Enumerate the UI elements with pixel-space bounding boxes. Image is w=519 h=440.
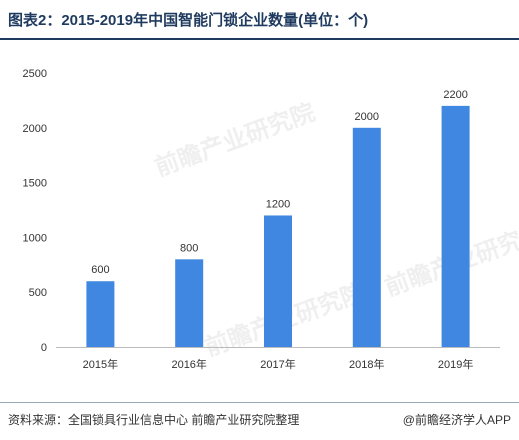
title-divider — [0, 38, 519, 40]
bar-4 — [352, 127, 381, 347]
y-tick-label: 0 — [41, 342, 47, 354]
brand-credit: @前瞻经济学人APP — [402, 413, 511, 427]
y-tick-label: 1000 — [23, 232, 47, 244]
data-label: 2000 — [355, 111, 379, 123]
bar-5 — [441, 105, 470, 347]
y-tick-label: 1500 — [23, 178, 47, 190]
y-tick-label: 500 — [29, 287, 47, 299]
data-label: 600 — [91, 264, 109, 276]
y-tick-label: 2000 — [23, 123, 47, 135]
source-note: 资料来源：全国锁具行业信息中心 前瞻产业研究院整理 — [8, 413, 300, 427]
x-tick-label: 2016年 — [171, 357, 206, 371]
chart-title: 图表2：2015-2019年中国智能门锁企业数量(单位：个) — [8, 12, 369, 29]
bar-1 — [86, 281, 115, 347]
data-label: 1200 — [266, 198, 290, 210]
y-tick-label: 2500 — [23, 68, 47, 80]
x-tick-label: 2018年 — [349, 357, 384, 371]
x-tick-label: 2015年 — [83, 357, 118, 371]
data-label: 800 — [180, 242, 198, 254]
bar-chart: 0 500 1000 1500 2000 2500 600 2015年 800 2016年 1200… — [23, 68, 500, 371]
bar-3 — [264, 215, 292, 347]
bar-2 — [175, 259, 204, 347]
x-tick-label: 2019年 — [438, 357, 473, 371]
x-tick-label: 2017年 — [260, 357, 295, 371]
footer-divider — [0, 402, 519, 403]
title-bar: 图表2：2015-2019年中国智能门锁企业数量(单位：个) — [0, 0, 519, 40]
data-label: 2200 — [443, 89, 467, 101]
